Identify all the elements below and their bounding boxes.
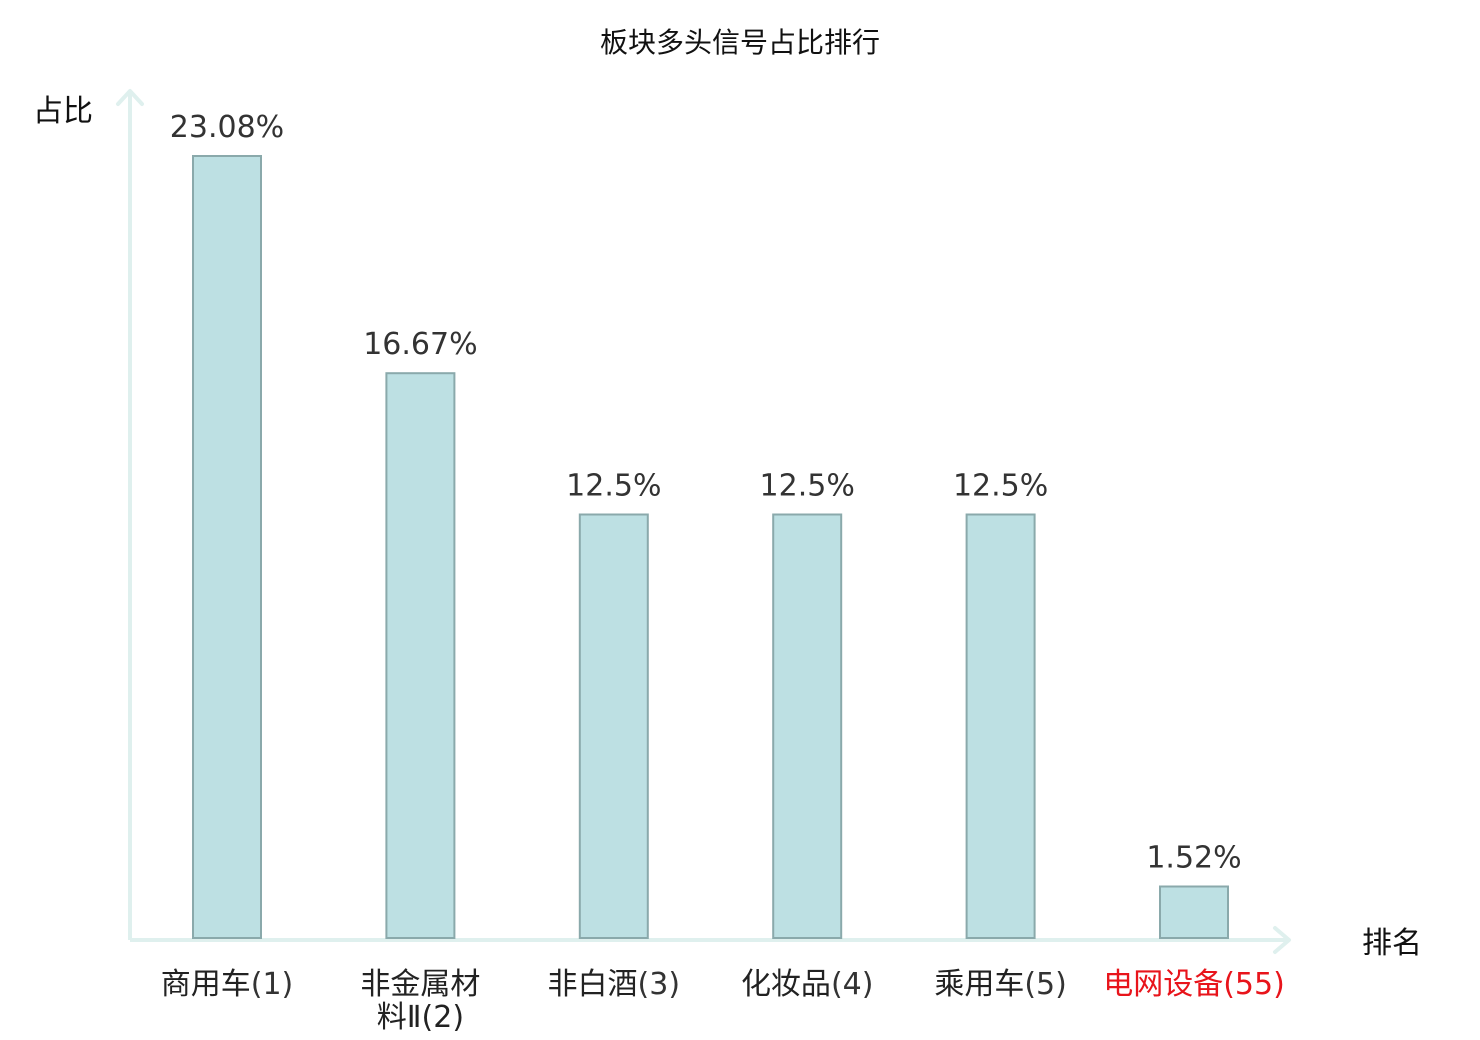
data-label-2: 16.67% (363, 327, 477, 362)
tick-label-name: 商用车 (161, 967, 251, 1002)
tick-label-name: 电网设备 (1103, 967, 1223, 1002)
y-axis (116, 89, 144, 940)
tick-label-rank: (55) (1223, 967, 1285, 1002)
tick-label-line: 非金属材 (360, 967, 480, 1002)
value-labels: 23.08% 16.67% 12.5% 12.5% 12.5% 1.52% (170, 110, 1242, 876)
y-axis-title: 占比 (33, 94, 93, 129)
data-label-1: 23.08% (170, 110, 284, 145)
tick-label-rank: (1) (251, 967, 294, 1002)
bar-6 (1159, 885, 1229, 939)
bars (192, 155, 1229, 939)
tick-label-rank: (3) (638, 967, 681, 1002)
bar-3 (578, 513, 649, 939)
chart-title: 板块多头信号占比排行 (600, 26, 880, 59)
tick-label-line: 料Ⅱ(2) (377, 1000, 464, 1035)
tick-label-5: 乘用车(5) (934, 967, 1067, 1002)
bar-5 (965, 513, 1036, 939)
bar-2 (385, 372, 456, 939)
bar-4 (772, 513, 843, 939)
data-label-4: 12.5% (760, 469, 855, 504)
tick-label-name: 非白酒 (548, 967, 638, 1002)
y-axis-arrow-icon (116, 89, 144, 106)
tick-label-name: 化妆品 (741, 967, 831, 1002)
data-label-6: 1.52% (1146, 841, 1241, 876)
tick-label-name: 乘用车 (934, 967, 1024, 1002)
x-axis (130, 926, 1291, 954)
tick-label-3: 非白酒(3) (548, 967, 681, 1002)
data-label-3: 12.5% (566, 469, 661, 504)
tick-label-6: 电网设备(55) (1103, 967, 1285, 1002)
bar-1 (192, 155, 262, 939)
tick-label-rank: (4) (831, 967, 874, 1002)
x-axis-arrow-icon (1273, 926, 1291, 954)
tick-label-1: 商用车(1) (161, 967, 294, 1002)
tick-label-2: 非金属材料Ⅱ(2) (360, 967, 480, 1035)
tick-label-4: 化妆品(4) (741, 967, 874, 1002)
x-axis-title: 排名 (1362, 926, 1422, 961)
category-labels: 商用车(1) 非金属材料Ⅱ(2) 非白酒(3) 化妆品(4) 乘用车(5) 电网设备(55… (161, 967, 1285, 1035)
data-label-5: 12.5% (953, 469, 1048, 504)
tick-label-rank: (5) (1024, 967, 1067, 1002)
